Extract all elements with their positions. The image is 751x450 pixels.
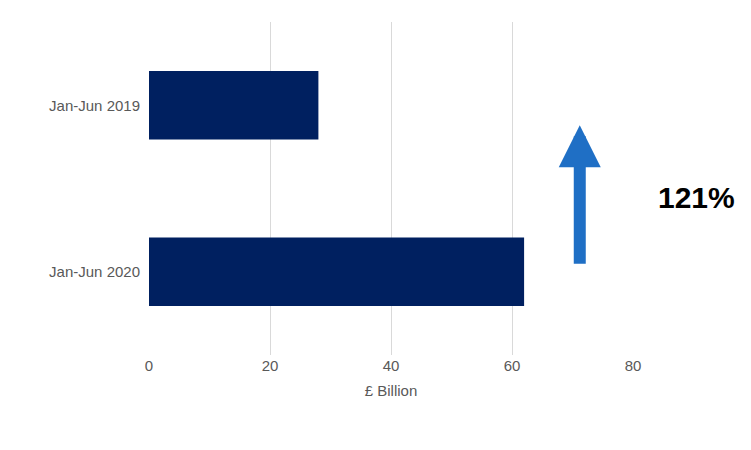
svg-text:£ Billion: £ Billion	[365, 382, 418, 399]
svg-text:Jan-Jun 2020: Jan-Jun 2020	[49, 263, 140, 280]
svg-text:80: 80	[625, 357, 642, 374]
svg-text:60: 60	[504, 357, 521, 374]
svg-text:0: 0	[145, 357, 153, 374]
svg-text:Jan-Jun 2019: Jan-Jun 2019	[49, 97, 140, 114]
svg-text:121%: 121%	[658, 181, 735, 214]
svg-text:20: 20	[262, 357, 279, 374]
svg-text:40: 40	[383, 357, 400, 374]
